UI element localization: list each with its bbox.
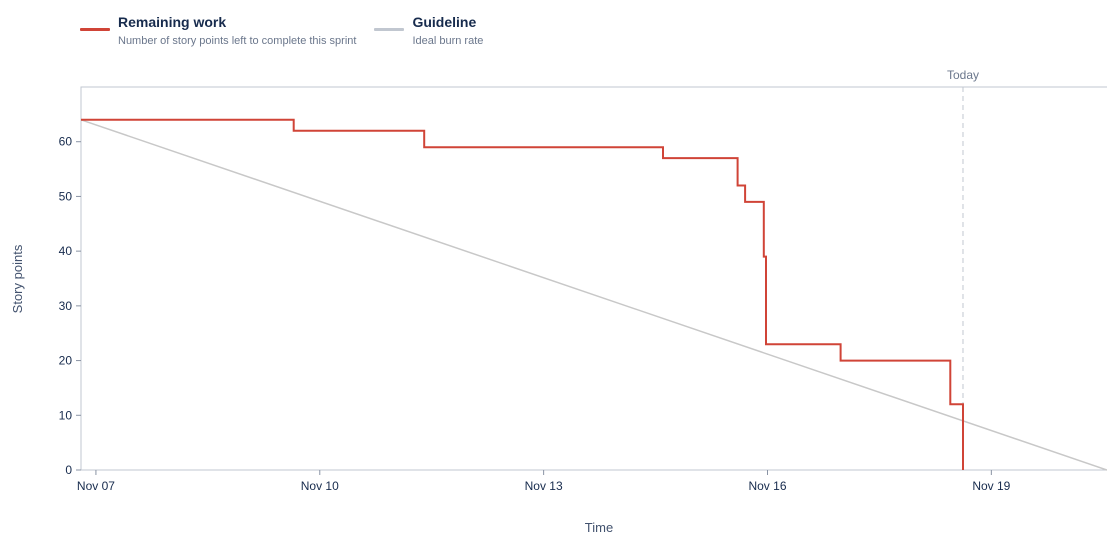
y-axis-title: Story points [10,244,25,313]
y-tick-label: 30 [59,299,73,313]
y-axis: 0 10 20 30 40 50 60 [59,135,81,477]
x-tick-label: Nov 19 [972,479,1010,493]
y-tick-label: 10 [59,408,73,422]
x-tick-label: Nov 16 [748,479,786,493]
plot-area-frame [81,87,1107,470]
x-tick-label: Nov 13 [525,479,563,493]
series-line-remaining-work [81,120,963,470]
y-tick-label: 20 [59,354,73,368]
today-label: Today [947,68,979,82]
y-tick-label: 40 [59,244,73,258]
y-tick-label: 50 [59,189,73,203]
x-axis-title: Time [585,520,613,535]
y-tick-label: 60 [59,135,73,149]
y-tick-label: 0 [65,463,72,477]
x-axis: Nov 07 Nov 10 Nov 13 Nov 16 Nov 19 [77,470,1011,493]
x-tick-label: Nov 07 [77,479,115,493]
series-lines [81,120,1107,470]
x-tick-label: Nov 10 [301,479,339,493]
series-line-guideline [81,120,1107,470]
